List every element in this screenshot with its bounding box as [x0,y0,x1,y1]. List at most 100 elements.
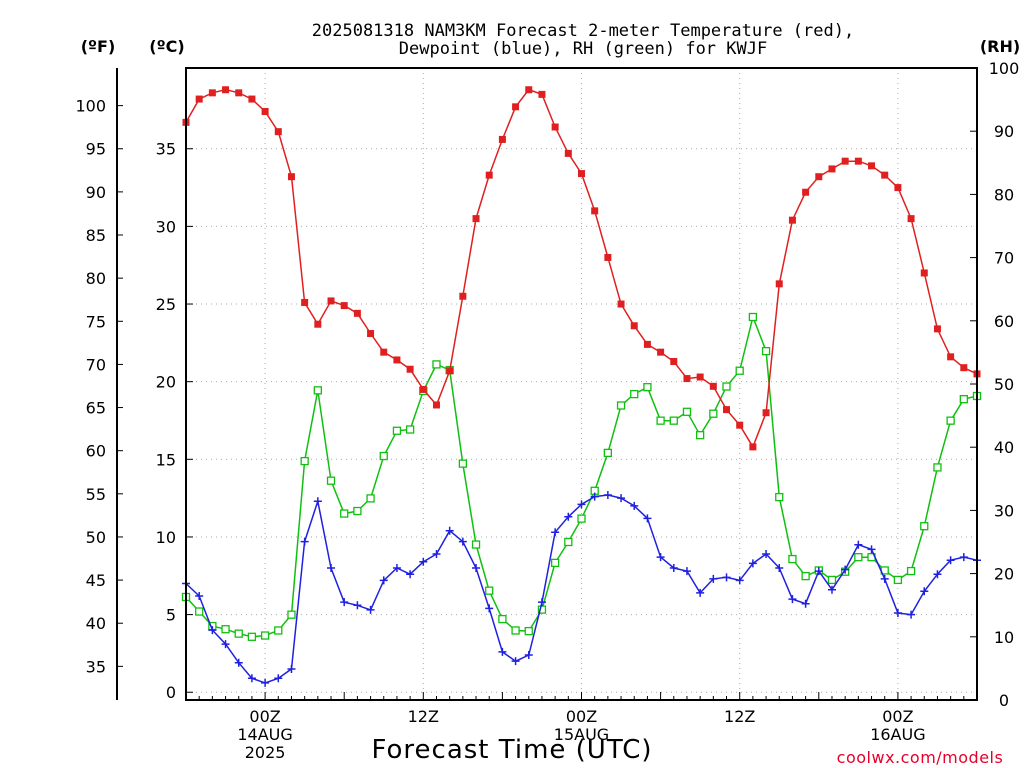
dewpoint-point [327,564,336,573]
temperature-point [617,300,625,308]
rh-point [274,626,283,635]
time-tick-label: 12Z [724,707,755,726]
rh-point [498,614,507,624]
rh-point [761,346,771,356]
rh-tick-label: 0 [999,691,1009,710]
rh-point [300,456,309,466]
temperature-point [208,89,216,97]
dewpoint-point [669,564,678,573]
temperature-point [301,298,309,306]
dewpoint-point [340,598,349,607]
rh-point [616,401,626,410]
temperature-point [749,443,757,451]
rh-axis: 0 10 20 30 40 50 60 70 80 90 100 [970,59,1019,710]
dewpoint-point [893,609,902,618]
dewpoint-point [630,501,639,510]
temperature-point [340,302,348,310]
rh-point [577,514,586,523]
celsius-tick-label: 0 [166,683,176,702]
dewpoint-point [788,595,797,604]
rh-point [195,607,204,616]
temperature-point [578,170,585,178]
time-tick-label: 00Z [882,707,913,726]
fahrenheit-tick-label: 50 [86,528,106,547]
rh-tick-label: 50 [994,375,1014,394]
temperature-point [525,86,533,94]
temperature-point [907,215,915,223]
dewpoint-point [498,647,507,656]
time-tick-label: 00Z [249,707,280,726]
dewpoint-point [564,512,573,521]
dewpoint-point [208,626,217,635]
dewpoint-point [366,605,375,614]
temperature-point [393,356,401,364]
temperature-point [498,135,506,143]
dewpoint-point [432,550,441,559]
temperature-point [367,330,375,338]
dewpoint-point [551,528,560,537]
temperature-point [657,348,665,356]
chart-title-line-1: 2025081318 NAM3KM Forecast 2-meter Tempe… [312,21,854,41]
rh-point [353,506,362,516]
temperature-point [287,173,295,181]
dewpoint-point [274,674,283,683]
temperature-point [459,292,467,300]
dewpoint-point [682,567,691,576]
rh-point [260,631,270,640]
dewpoint-point [247,674,256,683]
dewpoint-point [353,601,362,610]
celsius-tick-label: 35 [156,140,176,159]
temperature-point [947,353,955,361]
rh-point [366,494,375,503]
rh-point [669,416,678,425]
rh-point [392,426,402,435]
rh-tick-label: 100 [989,59,1020,78]
dewpoint-point [234,658,243,667]
rh-point [735,366,744,375]
temperature-point [380,348,388,356]
fahrenheit-tick-label: 40 [86,614,106,633]
rh-point [550,558,560,568]
dewpoint-point [590,492,599,501]
rh-point [247,632,257,641]
temperature-point [788,216,796,224]
temperature-point [406,365,414,373]
dewpoint-point [485,604,494,613]
celsius-tick-label: 5 [166,606,176,625]
celsius-axis-unit: (ºC) [149,37,184,56]
rh-point [405,425,415,434]
dewpoint-point [748,559,757,568]
dewpoint-point [907,610,916,619]
rh-point [379,451,388,461]
rh-point [682,407,692,416]
rh-tick-label: 60 [994,312,1014,331]
rh-point [788,554,797,564]
dewpoint-point [841,565,850,574]
temperature-series [182,86,981,451]
rh-point [340,509,349,518]
temperature-point [551,123,559,131]
rh-point [234,629,243,638]
rh-point [656,416,665,425]
fahrenheit-tick-label: 95 [86,140,106,159]
time-tick-label: 14AUG [237,725,292,744]
rh-point [313,386,322,395]
temperature-point [538,90,546,98]
temperature-point [894,184,902,192]
fahrenheit-tick-label: 90 [86,183,106,202]
temperature-point [419,385,427,393]
dewpoint-point [617,494,626,503]
fahrenheit-tick-label: 100 [75,97,106,116]
celsius-tick-label: 15 [156,450,176,469]
temperature-point [591,207,599,215]
temperature-point [841,157,849,165]
dewpoint-point [458,537,467,546]
dewpoint-point [287,664,296,673]
rh-tick-label: 10 [994,628,1014,647]
dewpoint-point [946,556,955,565]
rh-point [709,409,718,418]
time-tick-label: 15AUG [554,725,609,744]
x-axis-label: Forecast Time (UTC) [371,735,652,765]
temperature-point [248,95,256,103]
